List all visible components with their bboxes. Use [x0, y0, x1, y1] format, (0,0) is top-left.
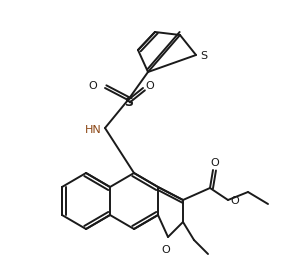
Text: O: O — [162, 245, 171, 255]
Text: S: S — [200, 51, 207, 61]
Text: O: O — [230, 196, 239, 206]
Text: HN: HN — [85, 125, 102, 135]
Text: O: O — [88, 81, 97, 91]
Text: O: O — [145, 81, 154, 91]
Text: S: S — [124, 95, 134, 109]
Text: O: O — [211, 158, 219, 168]
